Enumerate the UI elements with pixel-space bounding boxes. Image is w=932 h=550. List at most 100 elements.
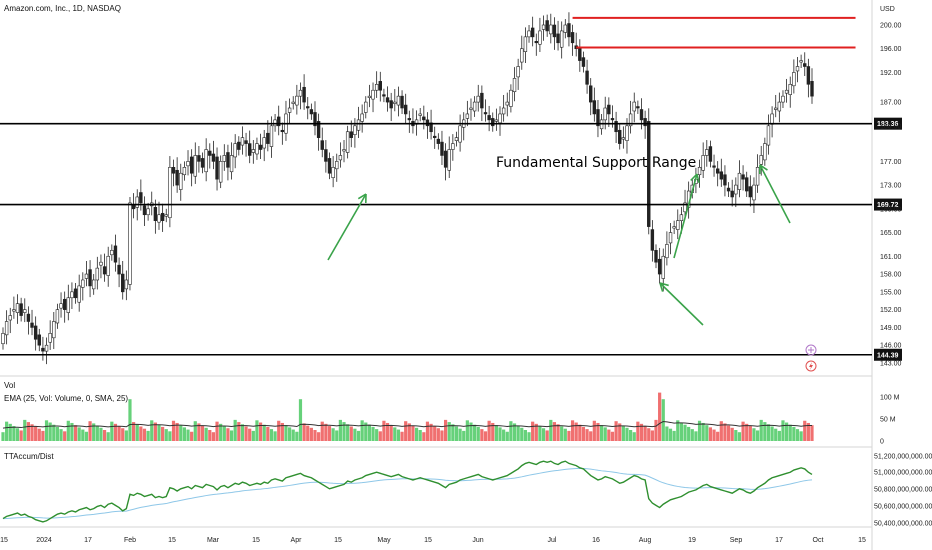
volume-bar bbox=[66, 420, 70, 441]
volume-bar bbox=[215, 421, 219, 441]
volume-bar bbox=[171, 420, 176, 441]
candle-body bbox=[233, 143, 237, 158]
candle-body bbox=[668, 232, 673, 244]
volume-bar bbox=[429, 423, 433, 441]
candle-body bbox=[135, 196, 139, 208]
candle-body bbox=[396, 95, 401, 106]
volume-bar bbox=[494, 425, 498, 441]
volume-bar bbox=[610, 431, 615, 441]
volume-bar bbox=[262, 424, 266, 441]
volume-bar bbox=[287, 427, 292, 441]
volume-bar bbox=[99, 427, 103, 441]
volume-bar bbox=[335, 430, 339, 441]
candle-body bbox=[306, 106, 310, 109]
volume-bar bbox=[596, 422, 600, 441]
volume-bar bbox=[12, 426, 16, 441]
panel-frames bbox=[0, 0, 873, 550]
candle-body bbox=[226, 152, 230, 168]
volume-bar bbox=[694, 431, 698, 441]
candle-body bbox=[360, 113, 364, 122]
volume-bar bbox=[581, 426, 586, 441]
volume-bar bbox=[462, 430, 466, 441]
volume-bar bbox=[483, 431, 488, 441]
candle-body bbox=[247, 143, 252, 156]
volume-bar bbox=[687, 426, 691, 441]
volume-bar bbox=[668, 428, 673, 441]
candle-body bbox=[189, 156, 194, 174]
candle-body bbox=[251, 149, 256, 153]
candle-body bbox=[465, 113, 470, 119]
volume-bar bbox=[291, 429, 295, 441]
candle-body bbox=[491, 118, 495, 127]
volume-bar bbox=[200, 425, 205, 441]
candle-body bbox=[766, 125, 771, 146]
volume-bar bbox=[647, 428, 651, 441]
volume-bar bbox=[799, 431, 803, 441]
candle-body bbox=[110, 250, 114, 256]
volume-bar bbox=[34, 426, 38, 441]
volume-bar bbox=[117, 426, 121, 441]
candle-body bbox=[41, 347, 45, 352]
candle-body bbox=[647, 121, 651, 227]
volume-bar bbox=[480, 429, 484, 441]
volume-bar bbox=[385, 422, 390, 441]
volume-bar bbox=[618, 423, 622, 441]
volume-bar bbox=[443, 419, 448, 441]
volume-bar bbox=[248, 428, 252, 441]
volume-bar bbox=[454, 426, 459, 441]
add-alert-icon[interactable] bbox=[805, 344, 817, 356]
candle-body bbox=[222, 155, 226, 162]
price-tick-label: 187.00 bbox=[880, 100, 902, 107]
candle-body bbox=[748, 186, 753, 198]
candle-body bbox=[618, 129, 622, 144]
candle-body bbox=[556, 33, 560, 44]
volume-bar bbox=[73, 425, 78, 441]
volume-bar bbox=[578, 424, 582, 441]
time-tick-label: 16 bbox=[592, 537, 600, 544]
volume-bar bbox=[534, 423, 538, 441]
candle-body bbox=[338, 155, 343, 161]
volume-bar bbox=[676, 420, 680, 441]
candle-body bbox=[168, 167, 172, 219]
volume-bar bbox=[255, 420, 259, 441]
candle-body bbox=[313, 112, 317, 127]
candle-body bbox=[788, 83, 792, 95]
candle-body bbox=[621, 137, 626, 140]
volume-bar bbox=[233, 419, 237, 441]
volume-label: Vol bbox=[4, 381, 15, 390]
volume-bar bbox=[168, 431, 172, 441]
volume-bar bbox=[23, 419, 27, 441]
candle-body bbox=[331, 167, 335, 178]
price-tick-label: 165.00 bbox=[880, 230, 902, 237]
price-tick-label: 146.00 bbox=[880, 343, 902, 350]
volume-bar bbox=[491, 422, 495, 441]
volume-bar bbox=[179, 425, 183, 441]
lightning-icon[interactable] bbox=[805, 360, 817, 372]
volume-bar bbox=[19, 430, 23, 441]
volume-bar bbox=[451, 424, 455, 441]
volume-bar bbox=[563, 428, 567, 441]
volume-bar bbox=[346, 424, 350, 441]
support-range-annotation: Fundamental Support Range bbox=[496, 155, 696, 171]
volume-bar bbox=[748, 426, 752, 441]
volume-bar bbox=[393, 427, 397, 441]
candle-body bbox=[639, 109, 644, 121]
candle-body bbox=[755, 167, 760, 186]
arrow-head bbox=[659, 282, 669, 287]
volume-bar bbox=[378, 431, 382, 441]
candle-body bbox=[345, 131, 350, 153]
price-level-label: 169.72 bbox=[877, 202, 899, 209]
candle-body bbox=[770, 113, 774, 125]
volume-bar bbox=[364, 422, 368, 441]
candle-body bbox=[113, 245, 118, 263]
volume-panel: 100 M 50 M 0 bbox=[1, 392, 900, 446]
candle-body bbox=[657, 258, 662, 275]
candle-body bbox=[501, 107, 506, 115]
volume-bar bbox=[545, 430, 549, 441]
volume-bar bbox=[88, 421, 92, 441]
candle-body bbox=[650, 229, 655, 251]
time-tick-label: May bbox=[377, 537, 391, 544]
volume-bar bbox=[607, 429, 611, 441]
volume-bar bbox=[763, 422, 767, 441]
